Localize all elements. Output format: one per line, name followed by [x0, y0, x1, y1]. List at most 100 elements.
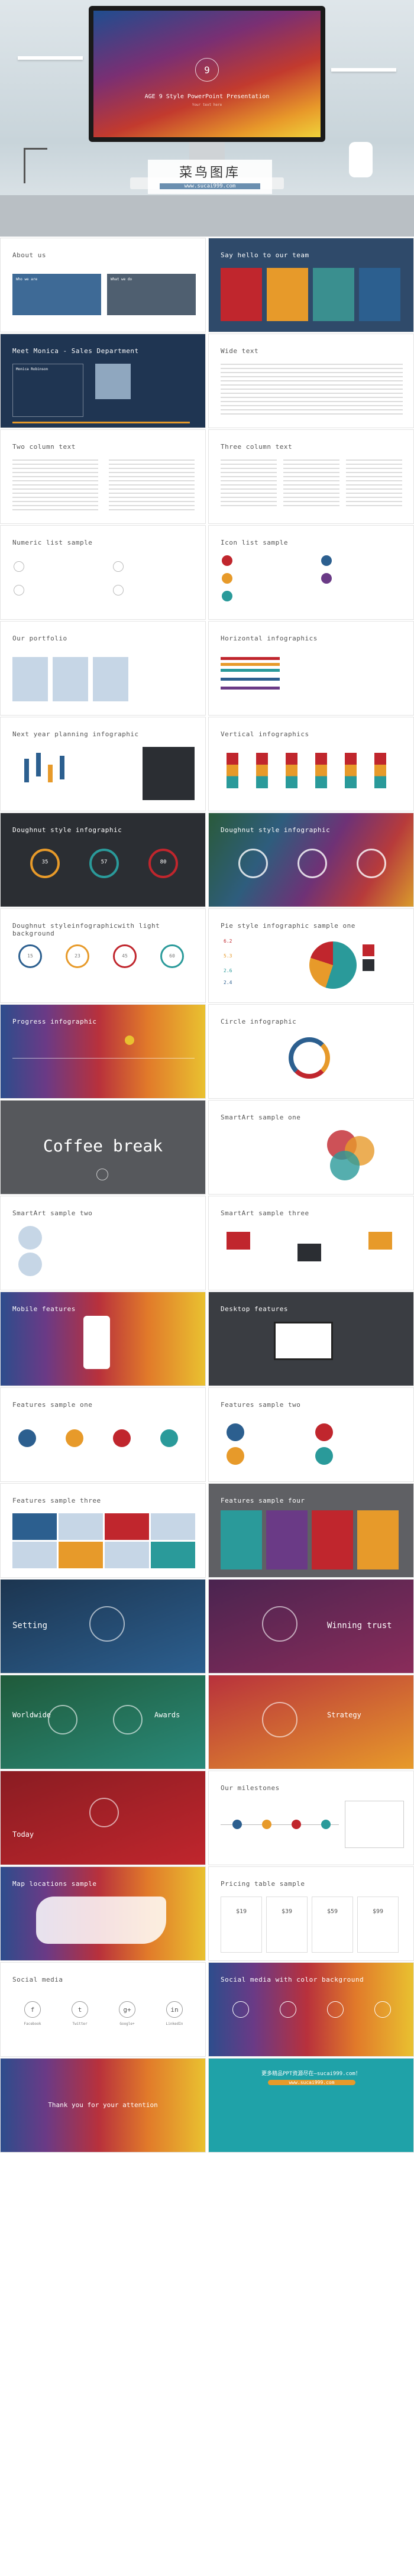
feature-tile — [151, 1542, 195, 1568]
wall-shelf — [18, 56, 83, 60]
slide-smartart-one: SmartArt sample one — [208, 1100, 414, 1195]
pie-value: 6.2 — [224, 939, 232, 944]
slide-team: Say hello to our team — [208, 238, 414, 332]
social-name: Google+ — [119, 2022, 135, 2026]
feature-col — [221, 1510, 262, 1569]
coffee-title: Coffee break — [43, 1136, 163, 1156]
slide-title: Doughnut styleinfographicwith light back… — [12, 922, 160, 937]
slide-circle-infographic: Circle infographic — [208, 1004, 414, 1099]
social-icon[interactable] — [280, 2001, 296, 2018]
slide-portfolio: Our portfolio — [0, 621, 206, 716]
social-icon[interactable] — [327, 2001, 344, 2018]
feature-tile — [105, 1513, 149, 1540]
social-name: Twitter — [72, 2022, 88, 2026]
slide-pie: Pie style infographic sample one 6.2 5.3… — [208, 908, 414, 1003]
profile-card — [12, 364, 83, 417]
about-block-grey — [107, 274, 196, 315]
doughnut-value: 57 — [101, 859, 108, 865]
slide-winning: Winning trust — [208, 1579, 414, 1674]
timeline-line — [221, 1824, 339, 1825]
pie-value: 2.6 — [224, 968, 232, 973]
feature-circle — [315, 1423, 333, 1441]
number-circle — [14, 585, 24, 596]
slide-title: Features sample one — [12, 1401, 93, 1409]
milestone-dot — [292, 1820, 301, 1829]
feature-circle — [113, 1429, 131, 1447]
slide-social-color: Social media with color background — [208, 1962, 414, 2057]
social-icon[interactable] — [232, 2001, 249, 2018]
slide-map: Map locations sample — [0, 1866, 206, 1961]
social-icon[interactable]: t — [72, 2001, 88, 2018]
h-bar — [221, 687, 280, 690]
doughnut — [113, 944, 137, 968]
slide-title: Say hello to our team — [221, 251, 309, 259]
about-label: Who we are — [16, 277, 38, 281]
icon-circle — [222, 555, 232, 566]
slide-features-two: Features sample two — [208, 1387, 414, 1482]
text-lines — [12, 459, 98, 513]
slide-title: Social media — [12, 1976, 63, 1983]
milestone-dot — [321, 1820, 331, 1829]
feature-col — [266, 1510, 308, 1569]
slide-smartart-two: SmartArt sample two — [0, 1196, 206, 1290]
section-label: Worldwide — [12, 1711, 51, 1719]
candle-bar — [60, 756, 64, 779]
h-bar — [221, 678, 280, 681]
slide-features-one: Features sample one — [0, 1387, 206, 1482]
icon-circle — [222, 591, 232, 601]
about-label: What we do — [111, 277, 132, 281]
feature-circle — [227, 1447, 244, 1465]
ad-url[interactable]: www.sucai999.com — [268, 2080, 355, 2085]
slide-numeric-list: Numeric list sample — [0, 525, 206, 620]
slide-title: Circle infographic — [221, 1018, 297, 1025]
slide-title: Numeric list sample — [12, 539, 93, 546]
phone-mockup — [83, 1316, 110, 1369]
profile-name: Monica Robinson — [16, 367, 48, 371]
milestone-card — [345, 1801, 404, 1848]
venn-circle — [330, 1151, 360, 1180]
slide-title: Features sample two — [221, 1401, 301, 1409]
doughnut-value: 15 — [27, 953, 33, 959]
number-circle — [113, 585, 124, 596]
slide-features-four: Features sample four — [208, 1483, 414, 1578]
slide-title: Three column text — [221, 443, 293, 451]
slide-wide-text: Wide text — [208, 334, 414, 428]
doughnut — [297, 849, 327, 878]
glow-circle — [89, 1798, 119, 1827]
text-lines — [109, 459, 195, 513]
smart-box — [368, 1232, 392, 1250]
doughnut-value: 80 — [160, 859, 167, 865]
social-icon[interactable]: g+ — [119, 2001, 135, 2018]
text-lines — [221, 459, 277, 507]
v-stack — [286, 753, 297, 788]
glow-circle — [262, 1606, 297, 1642]
world-map — [36, 1897, 166, 1944]
section-label: Strategy — [327, 1711, 361, 1719]
feature-tile — [12, 1542, 57, 1568]
icon-circle — [222, 573, 232, 584]
slide-smartart-three: SmartArt sample three — [208, 1196, 414, 1290]
social-icon[interactable]: f — [24, 2001, 41, 2018]
milestone-dot — [262, 1820, 271, 1829]
feature-tile — [151, 1513, 195, 1540]
slide-features-three: Features sample three — [0, 1483, 206, 1578]
smart-box — [297, 1244, 321, 1261]
social-icon[interactable] — [374, 2001, 391, 2018]
thanks-title: Thank you for your attention — [48, 2101, 158, 2109]
social-icon[interactable]: in — [166, 2001, 183, 2018]
glow-circle — [89, 1606, 125, 1642]
doughnut — [148, 849, 178, 878]
side-panel — [143, 747, 195, 800]
pie-legend — [363, 959, 374, 971]
icon-circle — [321, 573, 332, 584]
ad-banner[interactable]: 更多精品PPT资源尽在—sucai999.com！ www.sucai999.c… — [208, 2058, 414, 2153]
slide-setting: Setting — [0, 1579, 206, 1674]
profile-bar — [12, 422, 190, 423]
slide-title: Progress infographic — [12, 1018, 97, 1025]
slide-vertical-infographics: Vertical infographics — [208, 717, 414, 811]
doughnut-value: 23 — [75, 953, 80, 959]
slide-title: SmartArt sample three — [221, 1209, 309, 1217]
profile-photo — [95, 364, 131, 399]
plant-pot — [349, 142, 373, 177]
doughnut — [89, 849, 119, 878]
